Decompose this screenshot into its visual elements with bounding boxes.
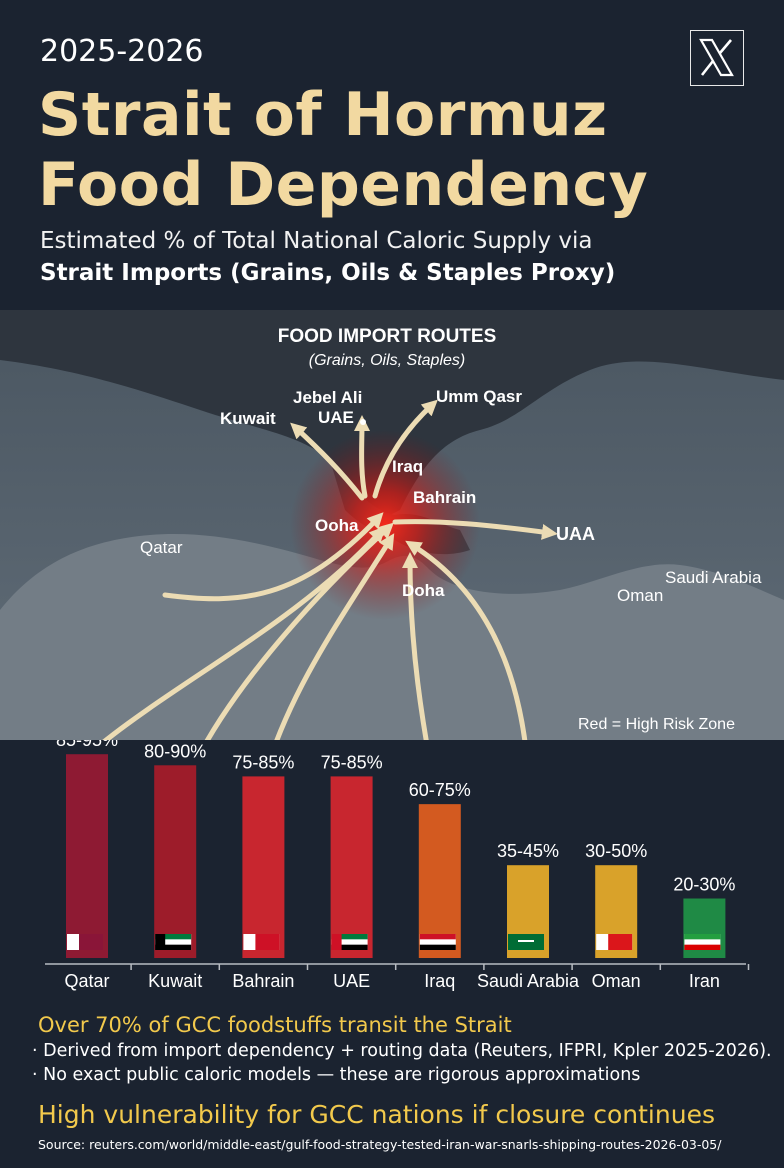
- category-label-kuwait: Kuwait: [148, 971, 202, 991]
- category-label-iraq: Iraq: [424, 971, 455, 991]
- value-label-bahrain: 75-85%: [232, 752, 294, 772]
- subtitle-line-1: Estimated % of Total National Caloric Su…: [40, 228, 593, 254]
- high-risk-zone: [290, 430, 480, 620]
- category-label-bahrain: Bahrain: [232, 971, 294, 991]
- value-label-qatar: 85-95%: [56, 740, 118, 750]
- qatar-flag-icon: [67, 934, 103, 950]
- bahrain-flag-icon: [243, 934, 280, 950]
- category-label-saudi-arabia: Saudi Arabia: [477, 971, 580, 991]
- vulnerability-statement: High vulnerability for GCC nations if cl…: [38, 1100, 715, 1129]
- category-label-uae: UAE: [333, 971, 370, 991]
- value-label-uae: 75-85%: [321, 752, 383, 772]
- footer-bullet-2: · No exact public caloric models — these…: [32, 1065, 641, 1085]
- value-label-iraq: 60-75%: [409, 780, 471, 800]
- iraq-flag-icon: [419, 934, 456, 950]
- title-line-1: Strait of Hormuz: [38, 80, 608, 150]
- bar-bahrain: [242, 776, 285, 958]
- source-link[interactable]: Source: reuters.com/world/middle-east/gu…: [38, 1137, 722, 1152]
- bar-qatar: [66, 754, 108, 958]
- category-label-qatar: Qatar: [64, 971, 109, 991]
- category-label-iran: Iran: [689, 971, 720, 991]
- iran-flag-icon: [684, 934, 721, 950]
- footer-headline: Over 70% of GCC foodstuffs transit the S…: [38, 1013, 512, 1037]
- x-logo-icon[interactable]: [690, 30, 744, 86]
- years-label: 2025-2026: [40, 34, 204, 69]
- kuwait-flag-icon: [155, 934, 192, 950]
- value-label-iran: 20-30%: [673, 875, 735, 895]
- oman-flag-icon: [596, 934, 633, 950]
- category-label-oman: Oman: [592, 971, 641, 991]
- footer-bullet-1: · Derived from import dependency + routi…: [32, 1041, 772, 1061]
- value-label-saudi-arabia: 35-45%: [497, 841, 559, 861]
- value-label-kuwait: 80-90%: [144, 741, 206, 761]
- footer: Over 70% of GCC foodstuffs transit the S…: [0, 1000, 784, 1168]
- title-line-2: Food Dependency: [38, 150, 649, 220]
- subtitle-line-2: Strait Imports (Grains, Oils & Staples P…: [40, 260, 616, 286]
- header: 2025-2026 Strait of Hormuz Food Dependen…: [0, 0, 784, 310]
- bar-kuwait: [154, 765, 197, 958]
- uae-flag-icon: [331, 934, 368, 950]
- chart-background: [0, 740, 784, 1000]
- saudi-arabia-flag-icon: [508, 934, 544, 950]
- food-import-routes-map: [0, 310, 784, 740]
- bar-uae: [330, 776, 373, 958]
- bar-iraq: [418, 804, 461, 958]
- dependency-bar-chart: 85-95% Qatar 80-90% Kuwait 75-85% Bahrain 75-8…: [0, 740, 784, 1000]
- value-label-oman: 30-50%: [585, 841, 647, 861]
